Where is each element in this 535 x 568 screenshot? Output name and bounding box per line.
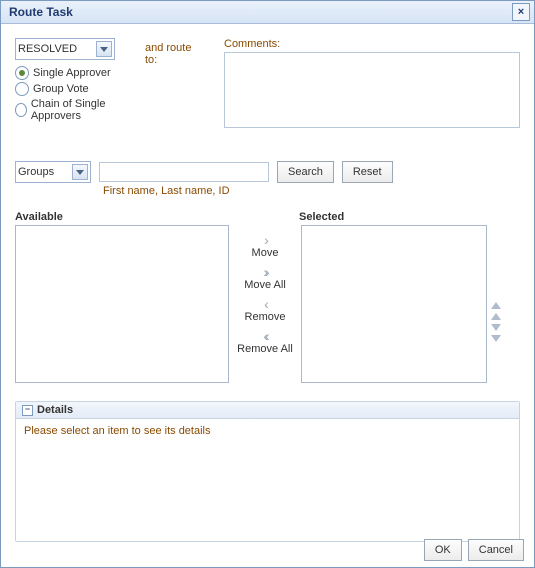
radio-chain-approvers[interactable]: Chain of Single Approvers: [15, 98, 135, 122]
search-row: Groups Search Reset: [15, 161, 520, 183]
move-button[interactable]: › Move: [252, 233, 279, 259]
details-body: Please select an item to see its details: [16, 419, 519, 541]
shuttle-controls: › Move ›› Move All ‹ Remove ‹‹ Remove Al…: [229, 225, 301, 383]
route-task-dialog: Route Task × RESOLVED Single Approver Gr…: [0, 0, 535, 568]
ok-button[interactable]: OK: [424, 539, 462, 561]
available-listbox[interactable]: [15, 225, 229, 383]
route-to-label: and route to:: [145, 38, 196, 66]
radio-icon: [15, 103, 27, 117]
route-row: RESOLVED Single Approver Group Vote Chai…: [15, 38, 520, 131]
radio-group-vote[interactable]: Group Vote: [15, 82, 135, 96]
scope-select[interactable]: Groups: [15, 161, 91, 183]
search-input[interactable]: [99, 162, 269, 182]
radio-label: Group Vote: [33, 83, 89, 95]
details-title: Details: [37, 404, 73, 416]
reset-button[interactable]: Reset: [342, 161, 393, 183]
status-value: RESOLVED: [18, 43, 77, 55]
comments-section: Comments:: [224, 38, 520, 131]
chevron-down-icon: [96, 41, 112, 57]
cancel-button[interactable]: Cancel: [468, 539, 524, 561]
remove-button[interactable]: ‹ Remove: [245, 297, 286, 323]
chevron-down-icon: [72, 164, 88, 180]
shuttle: › Move ›› Move All ‹ Remove ‹‹ Remove Al…: [15, 225, 520, 383]
radio-single-approver[interactable]: Single Approver: [15, 66, 135, 80]
selected-label: Selected: [299, 211, 344, 223]
radio-label: Chain of Single Approvers: [31, 98, 135, 122]
details-header[interactable]: − Details: [16, 402, 519, 419]
status-column: RESOLVED Single Approver Group Vote Chai…: [15, 38, 135, 124]
scope-value: Groups: [18, 166, 54, 178]
dialog-body: RESOLVED Single Approver Group Vote Chai…: [1, 24, 534, 542]
titlebar: Route Task ×: [1, 1, 534, 24]
details-panel: − Details Please select an item to see i…: [15, 401, 520, 542]
radio-icon: [15, 66, 29, 80]
move-up-icon[interactable]: [491, 313, 501, 320]
double-chevron-right-icon: ››: [263, 265, 266, 279]
close-icon[interactable]: ×: [512, 3, 530, 21]
status-select[interactable]: RESOLVED: [15, 38, 115, 60]
move-bottom-icon[interactable]: [491, 335, 501, 342]
dialog-footer: OK Cancel: [424, 539, 524, 561]
available-label: Available: [15, 211, 227, 223]
selected-listbox[interactable]: [301, 225, 487, 383]
chevron-right-icon: ›: [264, 233, 266, 247]
move-all-button[interactable]: ›› Move All: [244, 265, 286, 291]
move-top-icon[interactable]: [491, 302, 501, 309]
radio-label: Single Approver: [33, 67, 111, 79]
comments-textarea[interactable]: [224, 52, 520, 128]
chevron-left-icon: ‹: [264, 297, 266, 311]
radio-icon: [15, 82, 29, 96]
search-hint: First name, Last name, ID: [103, 185, 520, 197]
double-chevron-left-icon: ‹‹: [263, 329, 266, 343]
collapse-icon: −: [22, 405, 33, 416]
dialog-title: Route Task: [5, 5, 73, 19]
remove-all-button[interactable]: ‹‹ Remove All: [237, 329, 293, 355]
details-placeholder: Please select an item to see its details: [24, 425, 210, 437]
reorder-controls: [487, 225, 505, 383]
approver-radio-group: Single Approver Group Vote Chain of Sing…: [15, 66, 135, 122]
shuttle-labels: Available Selected: [15, 211, 520, 223]
comments-label: Comments:: [224, 38, 520, 50]
move-down-icon[interactable]: [491, 324, 501, 331]
search-button[interactable]: Search: [277, 161, 334, 183]
